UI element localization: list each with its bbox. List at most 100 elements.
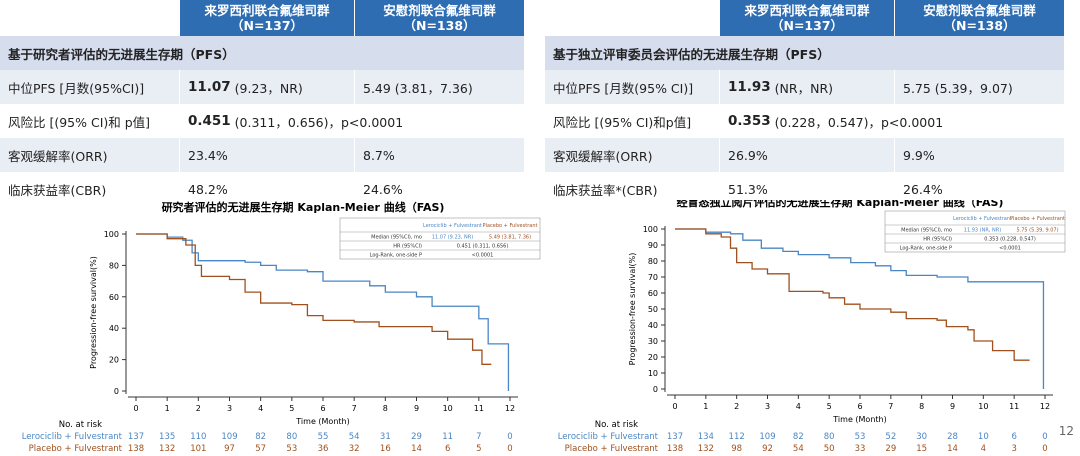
- cell-b: 9.9%: [895, 138, 1065, 172]
- at-risk-count: 135: [159, 432, 175, 442]
- at-risk-count: 4: [981, 444, 986, 454]
- at-risk-count: 50: [824, 444, 835, 454]
- at-risk-name: Placebo + Fulvestrant: [29, 444, 123, 454]
- header-n: （N=138）: [943, 18, 1016, 33]
- header-title: 安慰剂联合氟维司群: [383, 3, 496, 18]
- x-tick-label: 1: [165, 404, 170, 413]
- km-curve: [675, 228, 1030, 361]
- at-risk-count: 109: [759, 432, 775, 442]
- cell-text: 48.2%: [188, 181, 228, 197]
- table: 来罗西利联合氟维司群 （N=137） 安慰剂联合氟维司群 （N=138） 基于独立评审委…: [545, 0, 1065, 206]
- at-risk-count: 5: [476, 444, 481, 454]
- inset-cell: 11.07 (9.23, NR): [432, 235, 473, 241]
- inset-cell: 0.353 (0.228, 0.547): [984, 237, 1036, 243]
- inset-box: [884, 210, 1066, 253]
- at-risk-count: 7: [476, 432, 481, 442]
- cell-text: 26.9%: [728, 147, 768, 163]
- y-tick-label: 90: [648, 241, 658, 250]
- cell-a: 0.451 (0.311，0.656)，p<0.0001: [180, 104, 525, 138]
- at-risk-count: 0: [1042, 432, 1047, 442]
- at-risk-count: 0: [507, 432, 512, 442]
- at-risk-count: 54: [793, 444, 804, 454]
- x-tick-label: 10: [443, 404, 453, 413]
- header-row: 来罗西利联合氟维司群 （N=137） 安慰剂联合氟维司群 （N=138）: [545, 0, 1065, 36]
- cell-b: 5.75 (5.39，9.07): [895, 70, 1065, 104]
- y-tick-label: 40: [648, 321, 658, 330]
- inset-cell: HR (95%CI): [923, 237, 952, 243]
- header-n: （N=138）: [403, 18, 476, 33]
- cell-text: 51.3%: [728, 181, 768, 197]
- x-tick-label: 8: [919, 402, 924, 411]
- y-tick-label: 60: [648, 289, 658, 298]
- at-risk-count: 16: [380, 444, 391, 454]
- at-risk-count: 11: [442, 432, 453, 442]
- y-tick-label: 60: [109, 293, 119, 302]
- header-title: 来罗西利联合氟维司群: [204, 3, 330, 18]
- header-title: 来罗西利联合氟维司群: [744, 3, 870, 18]
- x-tick-label: 0: [672, 402, 677, 411]
- y-tick-label: 40: [109, 324, 119, 333]
- cell-b: 8.7%: [355, 138, 525, 172]
- at-risk-count: 53: [855, 432, 866, 442]
- at-risk-count: 138: [128, 444, 144, 454]
- inset-cell: 11.93 (NR, NR): [964, 228, 1001, 234]
- cell-bold: 0.353: [728, 113, 771, 129]
- inset-cell: <0.0001: [472, 253, 494, 259]
- x-tick-label: 12: [1040, 402, 1050, 411]
- inset-cell: 5.75 (5.39, 9.07): [1016, 228, 1058, 234]
- header-n: （N=137）: [770, 18, 844, 33]
- x-tick-label: 6: [857, 402, 862, 411]
- at-risk-count: 80: [824, 432, 835, 442]
- at-risk-count: 55: [318, 432, 329, 442]
- at-risk-count: 101: [190, 444, 206, 454]
- table: 来罗西利联合氟维司群 （N=137） 安慰剂联合氟维司群 （N=138） 基于研究者评估…: [0, 0, 525, 206]
- cell-text: 23.4%: [188, 147, 228, 163]
- at-risk-count: 138: [667, 444, 683, 454]
- inset-cell: Log-Rank, one-side P: [900, 246, 952, 252]
- row-label: 中位PFS [月数(95%CI)]: [0, 70, 180, 104]
- km-curve: [675, 228, 1045, 389]
- at-risk-count: 52: [885, 432, 896, 442]
- header-cell: [0, 0, 180, 36]
- y-tick-label: 0: [114, 387, 119, 396]
- at-risk-count: 10: [978, 432, 989, 442]
- at-risk-count: 36: [318, 444, 329, 454]
- x-tick-label: 0: [133, 404, 138, 413]
- header-n: （N=137）: [230, 18, 304, 33]
- header-cell: 安慰剂联合氟维司群 （N=138）: [895, 0, 1065, 36]
- at-risk-count: 3: [1011, 444, 1016, 454]
- cell-b: 26.4%: [895, 172, 1065, 206]
- x-tick-label: 3: [765, 402, 770, 411]
- row-label: 客观缓解率(ORR): [545, 138, 720, 172]
- y-tick-label: 10: [648, 369, 658, 378]
- row-label: 临床获益率*(CBR): [545, 172, 720, 206]
- header-row: 来罗西利联合氟维司群 （N=137） 安慰剂联合氟维司群 （N=138）: [0, 0, 525, 36]
- at-risk-label: No. at risk: [59, 420, 102, 430]
- inset-cell: HR (95%CI): [393, 244, 422, 250]
- cell-bold: 0.451: [188, 113, 231, 129]
- at-risk-count: 137: [667, 432, 683, 442]
- at-risk-count: 54: [349, 432, 360, 442]
- cell-text: (9.23，NR): [230, 80, 303, 96]
- at-risk-count: 33: [855, 444, 866, 454]
- y-tick-label: 100: [104, 230, 119, 239]
- row-label: 风险比 [(95% CI)和 p值]: [0, 104, 180, 138]
- y-tick-label: 30: [648, 337, 658, 346]
- at-risk-count: 134: [698, 432, 714, 442]
- chart-title: 研究者评估的无进展生存期 Kaplan-Meier 曲线（FAS): [162, 200, 445, 214]
- at-risk-name: Lerociclib + Fulvestrant: [22, 432, 123, 442]
- x-tick-label: 4: [796, 402, 801, 411]
- cell-text: (0.311，0.656)，p<0.0001: [230, 114, 404, 130]
- header-cell: 安慰剂联合氟维司群 （N=138）: [355, 0, 525, 36]
- at-risk-count: 0: [1042, 444, 1047, 454]
- table-row: 风险比 [(95% CI)和p值] 0.353 (0.228，0.547)，p<0…: [545, 104, 1065, 138]
- at-risk-count: 98: [731, 444, 742, 454]
- at-risk-count: 137: [128, 432, 144, 442]
- x-tick-label: 7: [888, 402, 893, 411]
- cell-a: 11.93 (NR，NR): [720, 70, 895, 104]
- at-risk-count: 57: [255, 444, 266, 454]
- cell-a: 26.9%: [720, 138, 895, 172]
- x-tick-label: 2: [196, 404, 201, 413]
- cell-bold: 11.93: [728, 79, 771, 95]
- at-risk-count: 14: [411, 444, 422, 454]
